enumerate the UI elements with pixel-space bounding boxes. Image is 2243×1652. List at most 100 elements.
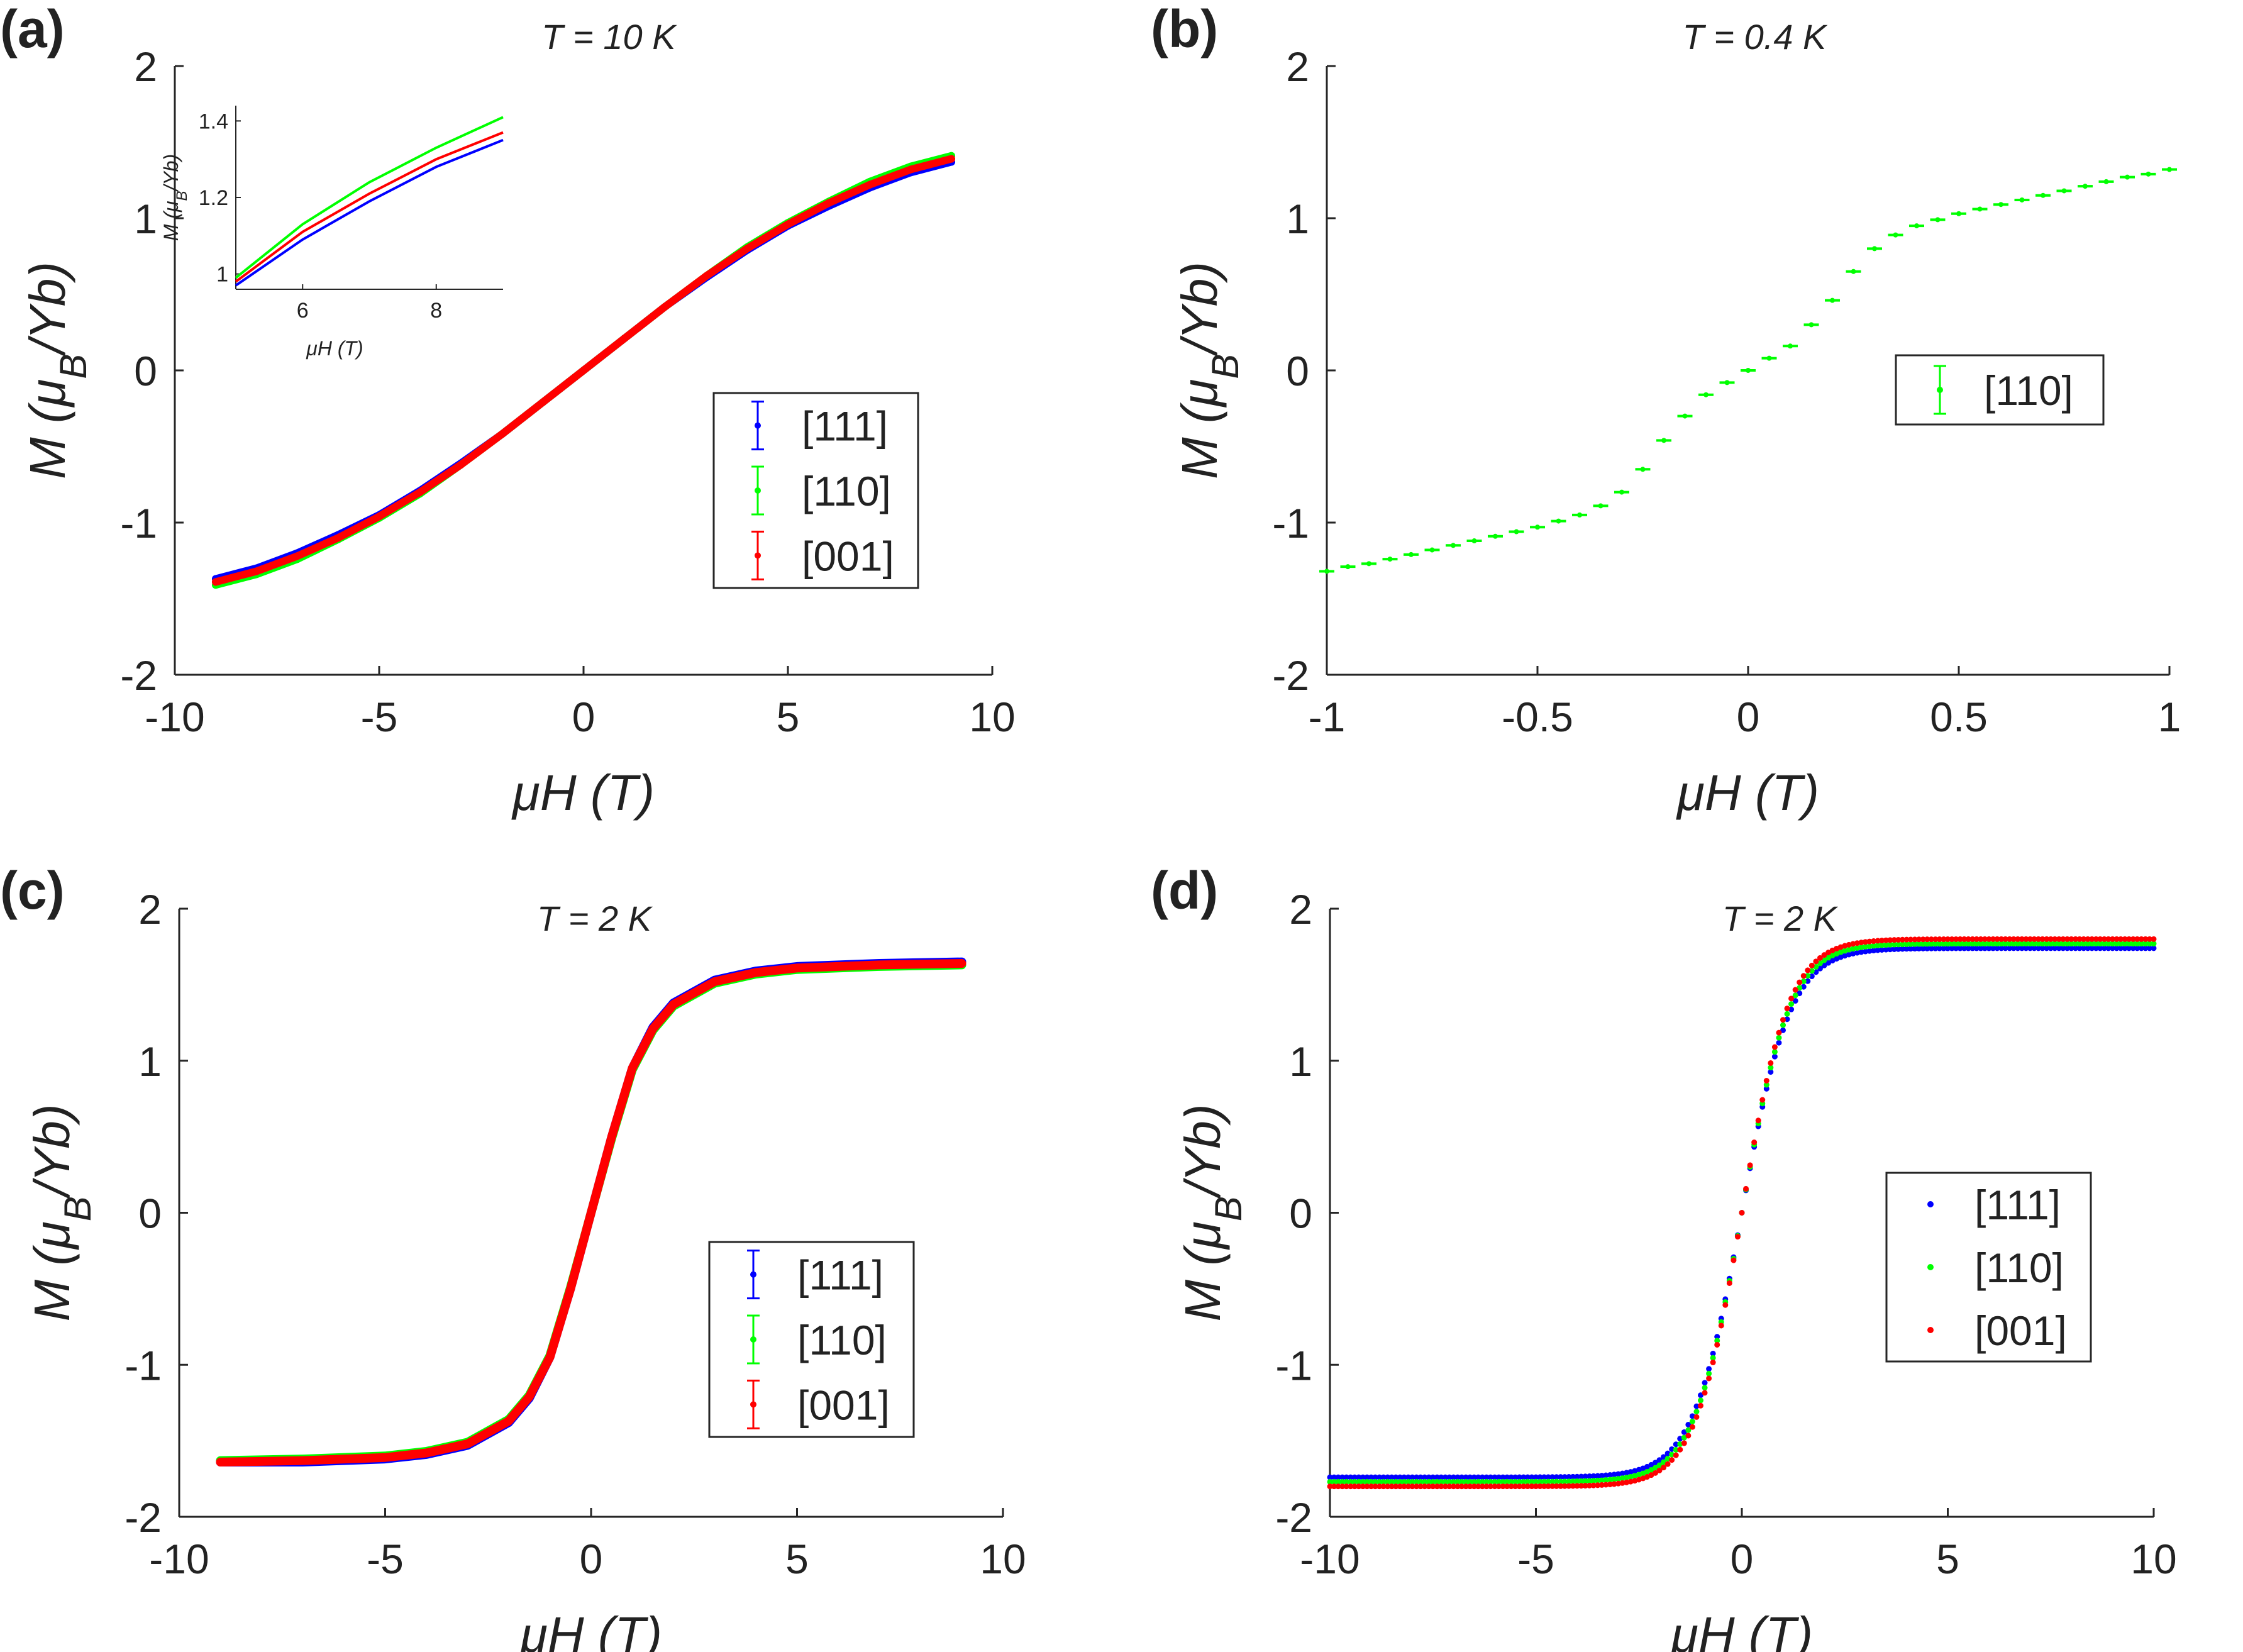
data-point-001 <box>1800 973 1807 979</box>
data-point-110 <box>1434 1478 1440 1485</box>
data-point-001 <box>1339 1483 1346 1490</box>
data-point-111 <box>2105 945 2112 951</box>
data-point-110 <box>1788 1001 1795 1007</box>
data-point-001 <box>1747 1162 1753 1168</box>
data-point-001 <box>2031 936 2037 942</box>
data-point-001 <box>2089 936 2095 942</box>
data-point-110 <box>1595 1477 1601 1483</box>
data-point-111 <box>1920 945 1926 951</box>
data-point-110 <box>1724 380 1730 385</box>
data-point-110 <box>1973 941 1980 947</box>
y-tick-label: -1 <box>1275 1342 1312 1389</box>
data-point-111 <box>2047 945 2054 951</box>
data-point-111 <box>1348 1474 1354 1480</box>
data-point-110 <box>1533 1478 1539 1485</box>
data-point-110 <box>1706 1370 1712 1377</box>
data-point-001 <box>463 1439 472 1448</box>
legend: [111] [110] [001] <box>1885 1172 2092 1363</box>
legend-entry: [110] <box>802 468 891 514</box>
legend-entry: [111] <box>802 403 888 450</box>
data-point-111 <box>2085 945 2091 951</box>
data-point-111 <box>1587 1473 1593 1480</box>
panel-label: (b) <box>1151 0 1218 58</box>
data-point-001 <box>2113 936 2120 942</box>
data-point-110 <box>1912 941 1918 947</box>
data-point-110 <box>1702 1385 1708 1391</box>
data-point-001 <box>1388 1483 1395 1490</box>
data-point-110 <box>1965 941 1971 947</box>
data-point-111 <box>1504 1474 1510 1480</box>
data-point-111 <box>1961 945 1968 951</box>
data-point-111 <box>1335 1474 1341 1480</box>
data-point-111 <box>2081 945 2087 951</box>
data-point-001 <box>1998 936 2005 942</box>
data-point-111 <box>2019 945 2025 951</box>
data-point-111 <box>2044 945 2050 951</box>
data-point-001 <box>1454 1483 1461 1490</box>
data-point-111 <box>1887 946 1893 953</box>
data-point-110 <box>1385 1478 1391 1485</box>
data-point-111 <box>1879 946 1885 953</box>
data-point-001 <box>299 1456 307 1465</box>
data-point-001 <box>1611 1481 1617 1487</box>
data-point-001 <box>580 367 587 374</box>
data-point-110 <box>1603 1477 1609 1483</box>
data-point-001 <box>1780 1017 1786 1023</box>
data-point-111 <box>2110 945 2115 951</box>
data-point-001 <box>1537 1483 1543 1489</box>
data-point-111 <box>1496 1474 1502 1480</box>
data-point-001 <box>216 1458 224 1466</box>
data-point-001 <box>1368 1483 1374 1490</box>
data-point-111 <box>1533 1474 1539 1480</box>
data-point-001 <box>1422 1483 1428 1490</box>
data-point-110 <box>1590 1478 1597 1484</box>
data-point-001 <box>1875 938 1881 944</box>
data-point-001 <box>1808 962 1815 968</box>
data-point-001 <box>1899 936 1905 943</box>
data-point-111 <box>1912 946 1918 952</box>
data-point-001 <box>498 430 506 438</box>
data-point-001 <box>567 1285 575 1293</box>
data-point-110 <box>1397 1478 1403 1485</box>
data-point-111 <box>1673 1441 1679 1448</box>
data-point-111 <box>1652 1460 1658 1466</box>
data-point-111 <box>2007 945 2013 951</box>
data-point-001 <box>1887 937 1893 943</box>
data-point-110 <box>1463 1478 1469 1485</box>
data-point-110 <box>1652 1465 1658 1471</box>
x-tick-label: 0.5 <box>1930 694 1988 740</box>
data-point-110 <box>1698 1397 1703 1404</box>
y-axis-label: M (μB/Yb) <box>1175 1104 1249 1321</box>
data-point-111 <box>2097 945 2103 951</box>
data-point-110 <box>2023 941 2029 947</box>
data-point-110 <box>2126 941 2132 947</box>
data-point-110 <box>1348 1478 1354 1485</box>
data-point-110 <box>1324 568 1329 574</box>
data-point-001 <box>1582 1483 1588 1489</box>
panel-label: (d) <box>1151 861 1218 920</box>
data-point-001 <box>1891 937 1897 943</box>
data-point-110 <box>1682 413 1688 419</box>
data-point-001 <box>1327 1483 1333 1490</box>
data-point-001 <box>212 578 219 586</box>
x-tick-label: 0 <box>580 1536 603 1582</box>
data-point-110 <box>1986 941 1992 947</box>
data-point-111 <box>1380 1474 1387 1480</box>
data-point-001 <box>1920 936 1926 943</box>
data-point-111 <box>1706 1366 1712 1372</box>
data-point-001 <box>825 199 833 207</box>
data-point-111 <box>1685 1421 1692 1427</box>
data-point-111 <box>1595 1473 1601 1479</box>
data-point-001 <box>1364 1483 1370 1490</box>
data-point-001 <box>875 961 883 969</box>
data-point-001 <box>2023 936 2029 942</box>
x-tick-label: -10 <box>1300 1536 1360 1582</box>
data-point-111 <box>1978 945 1984 951</box>
legend-entry: [110] <box>1984 367 2073 414</box>
data-point-111 <box>2151 945 2157 951</box>
data-point-111 <box>1483 1474 1490 1480</box>
data-layer <box>1319 167 2177 574</box>
data-point-110 <box>1640 467 1646 472</box>
data-point-001 <box>711 978 719 986</box>
